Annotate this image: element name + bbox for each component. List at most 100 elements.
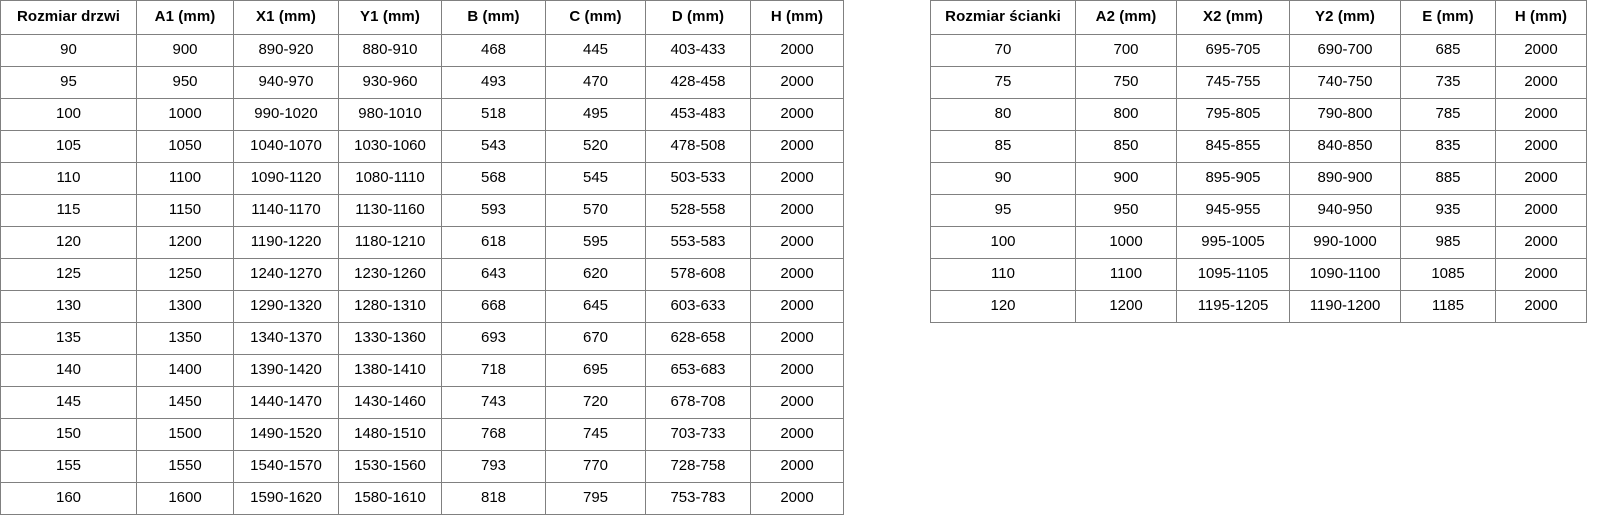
wall-cell: 75 [930, 66, 1076, 99]
doors-cell: 2000 [750, 194, 844, 227]
wall-cell: 85 [930, 130, 1076, 163]
table-row: 100 1000 990-1020 980-1010 518 495 453-483 2000 [0, 98, 844, 131]
doors-cell: 595 [545, 226, 646, 259]
doors-cell: 1000 [136, 98, 234, 131]
doors-cell: 2000 [750, 354, 844, 387]
doors-cell: 940-970 [233, 66, 339, 99]
wall-cell: 950 [1075, 194, 1177, 227]
doors-cell: 493 [441, 66, 546, 99]
doors-cell: 578-608 [645, 258, 751, 291]
table-row: 85 850 845-855 840-850 835 2000 [930, 130, 1587, 163]
doors-cell: 115 [0, 194, 137, 227]
table-row: 110 1100 1095-1105 1090-1100 1085 2000 [930, 258, 1587, 291]
table-row: 150 1500 1490-1520 1480-1510 768 745 703-733 20… [0, 418, 844, 451]
doors-cell: 2000 [750, 226, 844, 259]
wall-cell: 795-805 [1176, 98, 1290, 131]
doors-cell: 653-683 [645, 354, 751, 387]
doors-cell: 990-1020 [233, 98, 339, 131]
table-row: 90 900 890-920 880-910 468 445 403-433 2000 [0, 34, 844, 67]
wall-cell: 935 [1400, 194, 1496, 227]
doors-cell: 155 [0, 450, 137, 483]
wall-cell: 70 [930, 34, 1076, 67]
table-row: 160 1600 1590-1620 1580-1610 818 795 753-783 20… [0, 482, 844, 515]
wall-cell: 2000 [1495, 194, 1587, 227]
doors-cell: 520 [545, 130, 646, 163]
wall-cell: 80 [930, 98, 1076, 131]
doors-cell: 753-783 [645, 482, 751, 515]
doors-cell: 628-658 [645, 322, 751, 355]
wall-cell: 845-855 [1176, 130, 1290, 163]
table-row: 130 1300 1290-1320 1280-1310 668 645 603-633 20… [0, 290, 844, 323]
doors-cell: 403-433 [645, 34, 751, 67]
wall-column-header: A2 (mm) [1075, 0, 1177, 35]
doors-cell: 2000 [750, 290, 844, 323]
doors-cell: 1030-1060 [338, 130, 442, 163]
doors-cell: 125 [0, 258, 137, 291]
wall-cell: 1095-1105 [1176, 258, 1290, 291]
doors-cell: 543 [441, 130, 546, 163]
doors-cell: 1200 [136, 226, 234, 259]
table-header-row: Rozmiar ścianki A2 (mm) X2 (mm) Y2 (mm) E (m… [930, 0, 1587, 35]
doors-cell: 90 [0, 34, 137, 67]
doors-cell: 678-708 [645, 386, 751, 419]
table-row: 125 1250 1240-1270 1230-1260 643 620 578-608 20… [0, 258, 844, 291]
doors-cell: 1140-1170 [233, 194, 339, 227]
doors-cell: 745 [545, 418, 646, 451]
wall-cell: 1100 [1075, 258, 1177, 291]
wall-cell: 2000 [1495, 226, 1587, 259]
wall-cell: 2000 [1495, 130, 1587, 163]
wall-cell: 1190-1200 [1289, 290, 1401, 323]
doors-cell: 2000 [750, 162, 844, 195]
doors-cell: 470 [545, 66, 646, 99]
doors-cell: 890-920 [233, 34, 339, 67]
doors-cell: 1380-1410 [338, 354, 442, 387]
wall-cell: 2000 [1495, 98, 1587, 131]
wall-cell: 1085 [1400, 258, 1496, 291]
doors-cell: 1300 [136, 290, 234, 323]
wall-cell: 835 [1400, 130, 1496, 163]
wall-table-header: Rozmiar ścianki A2 (mm) X2 (mm) Y2 (mm) E (m… [930, 0, 1587, 35]
table-row: 145 1450 1440-1470 1430-1460 743 720 678-708 20… [0, 386, 844, 419]
table-row: 115 1150 1140-1170 1130-1160 593 570 528-558 20… [0, 194, 844, 227]
doors-cell: 1130-1160 [338, 194, 442, 227]
doors-cell: 1290-1320 [233, 290, 339, 323]
wall-cell: 110 [930, 258, 1076, 291]
doors-cell: 1390-1420 [233, 354, 339, 387]
table-row: 110 1100 1090-1120 1080-1110 568 545 503-533 20… [0, 162, 844, 195]
doors-table-container: Rozmiar drzwi A1 (mm) X1 (mm) Y1 (mm) B (mm)… [0, 0, 844, 515]
doors-cell: 743 [441, 386, 546, 419]
wall-cell: 2000 [1495, 34, 1587, 67]
doors-cell: 2000 [750, 258, 844, 291]
doors-cell: 793 [441, 450, 546, 483]
table-row: 140 1400 1390-1420 1380-1410 718 695 653-683 20… [0, 354, 844, 387]
doors-cell: 140 [0, 354, 137, 387]
doors-cell: 1550 [136, 450, 234, 483]
doors-cell: 2000 [750, 66, 844, 99]
wall-cell: 945-955 [1176, 194, 1290, 227]
doors-cell: 453-483 [645, 98, 751, 131]
doors-cell: 2000 [750, 482, 844, 515]
wall-cell: 745-755 [1176, 66, 1290, 99]
doors-cell: 568 [441, 162, 546, 195]
doors-cell: 1080-1110 [338, 162, 442, 195]
wall-column-header: Rozmiar ścianki [930, 0, 1076, 35]
doors-cell: 1230-1260 [338, 258, 442, 291]
doors-cell: 1530-1560 [338, 450, 442, 483]
doors-cell: 880-910 [338, 34, 442, 67]
doors-cell: 2000 [750, 322, 844, 355]
doors-cell: 428-458 [645, 66, 751, 99]
wall-cell: 2000 [1495, 66, 1587, 99]
doors-column-header: X1 (mm) [233, 0, 339, 35]
doors-cell: 120 [0, 226, 137, 259]
doors-cell: 1490-1520 [233, 418, 339, 451]
doors-cell: 553-583 [645, 226, 751, 259]
doors-table-header: Rozmiar drzwi A1 (mm) X1 (mm) Y1 (mm) B (mm)… [0, 0, 844, 35]
wall-cell: 2000 [1495, 162, 1587, 195]
doors-cell: 980-1010 [338, 98, 442, 131]
doors-cell: 570 [545, 194, 646, 227]
wall-cell: 2000 [1495, 290, 1587, 323]
table-row: 95 950 940-970 930-960 493 470 428-458 2000 [0, 66, 844, 99]
doors-cell: 1330-1360 [338, 322, 442, 355]
wall-cell: 685 [1400, 34, 1496, 67]
